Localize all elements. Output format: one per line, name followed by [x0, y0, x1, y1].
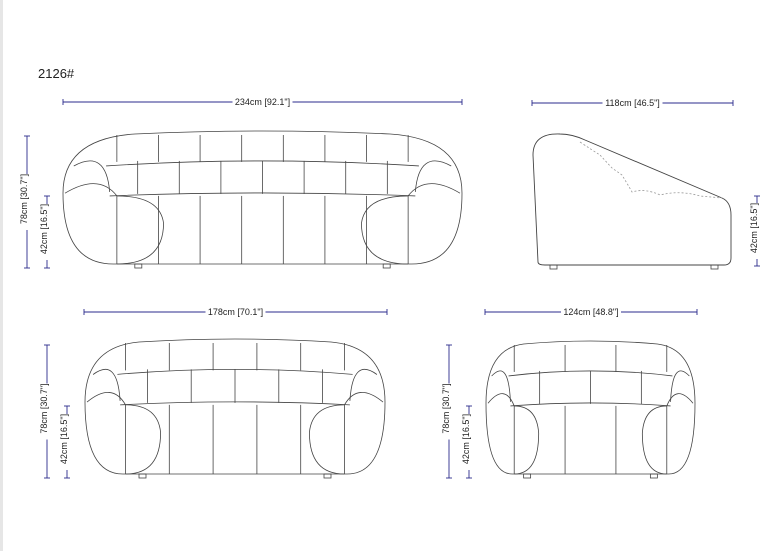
arm-cushion [116, 195, 164, 265]
seat-height-dimension-label: 42cm [16.5"] [461, 414, 471, 464]
seat-height-dimension-label-bg [61, 414, 73, 470]
chair-front-view [485, 340, 696, 479]
seat-height-dimension-label: 42cm [16.5"] [749, 203, 759, 253]
seat-height-dimension-label-bg [41, 204, 53, 260]
arm-cushion [514, 405, 540, 475]
page-edge [0, 0, 3, 551]
arm-cushion [641, 405, 667, 475]
seat-height-dimension-label: 42cm [16.5"] [39, 204, 49, 254]
three-seater-front-view [62, 130, 463, 269]
sofa-outline [485, 340, 696, 475]
arm-seam [344, 392, 384, 406]
sofa-leg [134, 263, 143, 269]
height-dimension-label: 78cm [30.7"] [19, 174, 29, 224]
width-dimension-label: 124cm [48.8"] [563, 307, 618, 317]
dimensions: 234cm [92.1"] 78cm [30.7"] 42cm [16.5"] 118… [19, 96, 763, 479]
height-dimension-label: 78cm [30.7"] [441, 383, 451, 433]
arm-seam [64, 183, 118, 197]
depth-dimension-label-bg [602, 97, 663, 109]
arm-seam [487, 393, 515, 407]
height-dimension-label: 78cm [30.7"] [39, 383, 49, 433]
height-dimension-label-bg [41, 383, 53, 440]
sofa-leg [138, 473, 147, 479]
side-outline [532, 133, 732, 266]
sofa-leg [382, 263, 391, 269]
side-leg [710, 264, 719, 270]
arm-seam [491, 370, 511, 402]
side-view [532, 133, 732, 270]
sofa-outline [62, 130, 463, 265]
side-cushion-hidden-line [579, 141, 723, 199]
two-seater-front-view [84, 338, 386, 479]
arm-seam [414, 160, 452, 192]
sofa-leg [323, 473, 332, 479]
width-dimension-label-bg [205, 306, 266, 318]
height-dimension-label-bg [21, 174, 33, 230]
sofa-leg [523, 473, 532, 479]
arm-seam [670, 370, 690, 402]
arm-seam [86, 392, 126, 406]
side-leg [549, 264, 558, 270]
width-dimension-label: 178cm [70.1"] [208, 307, 263, 317]
depth-dimension-label: 118cm [46.5"] [605, 98, 660, 108]
width-dimension-label: 234cm [92.1"] [235, 97, 290, 107]
model-number: 2126# [38, 66, 75, 81]
arm-cushion [125, 404, 162, 475]
arm-cushion [361, 195, 409, 265]
width-dimension-label-bg [232, 96, 293, 108]
arm-seam [73, 160, 111, 192]
arm-seam [349, 369, 378, 401]
sofa-leg [649, 473, 658, 479]
seat-height-dimension-label-bg [751, 203, 763, 259]
arm-seam [92, 369, 121, 401]
sofa-outline [84, 338, 386, 475]
arm-seam [407, 183, 461, 197]
arm-seam [666, 393, 694, 407]
width-dimension-label-bg [561, 306, 621, 318]
seat-height-dimension-label: 42cm [16.5"] [59, 414, 69, 464]
seat-height-dimension-label-bg [463, 414, 475, 470]
height-dimension-label-bg [443, 383, 455, 440]
arm-cushion [308, 404, 345, 475]
